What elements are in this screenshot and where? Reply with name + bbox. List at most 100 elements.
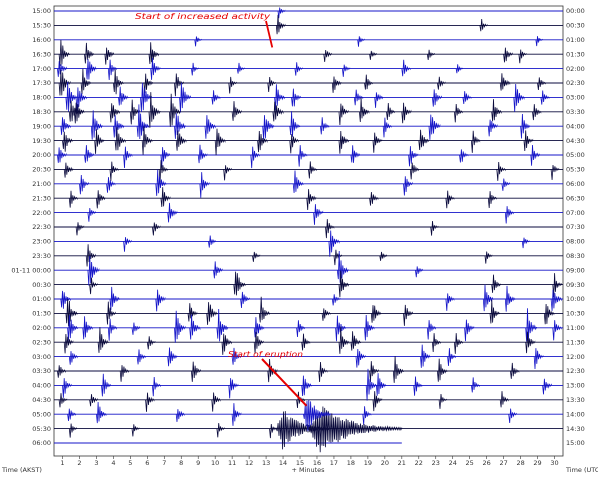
row-label-right: 05:00 [566,151,585,159]
x-tick-label: 14 [279,459,287,467]
seismic-event [101,373,111,397]
seismic-event [231,347,241,365]
seismic-event [250,146,260,169]
annotation-increased-activity: Start of increased activity [135,12,270,21]
seismic-event [79,174,89,195]
seismic-event [455,64,463,74]
seismic-event [231,403,242,426]
time-row-labels: 15:00 15:30 16:00 16:30 17:00 17:30 18:00 18:30… [11,7,584,447]
seismic-event [464,319,475,342]
row-label-left: 18:00 [32,94,51,102]
seismic-event [174,73,184,97]
seismic-event [90,110,103,140]
row-label-left: 19:00 [32,122,51,130]
row-label-left: 06:00 [32,439,51,447]
seismic-event [275,14,286,35]
seismic-event [520,113,531,139]
seismic-event [74,102,85,124]
row-label-right: 02:30 [566,79,585,87]
seismic-event [471,377,480,393]
row-label-left: 04:30 [32,396,51,404]
seismic-event [523,130,534,152]
row-label-left: 01-11 00:00 [11,266,51,274]
x-tick-label: 9 [196,459,200,467]
seismic-event [204,115,216,139]
seismic-event [221,333,232,355]
seismic-event [114,126,126,151]
seismic-event [320,117,330,135]
seismic-event [542,378,552,395]
seismic-event [136,349,146,365]
seismic-event [432,89,442,107]
seismic-event [313,204,324,225]
seismic-event [228,76,237,94]
row-label-right: 01:00 [566,36,585,44]
row-label-left: 01:00 [32,295,51,303]
row-label-left: 19:30 [32,137,51,145]
x-tick-label: 16 [313,459,321,467]
row-label-left: 04:00 [32,382,51,390]
row-label-left: 05:30 [32,425,51,433]
seismic-event [211,392,221,412]
seismic-event [253,317,265,338]
row-label-left: 05:00 [32,410,51,418]
seismic-event [409,162,419,180]
seismic-event [365,368,377,401]
x-tick-label: 1 [60,459,64,467]
seismic-event [106,301,116,325]
row-label-right: 11:00 [566,324,585,332]
row-label-right: 06:30 [566,194,585,202]
seismic-event [96,190,106,209]
seismic-event [179,82,191,113]
seismic-event [58,39,70,66]
seismic-event [372,132,383,153]
seismic-event [323,49,332,62]
seismic-event [306,189,317,211]
seismic-event [372,391,383,412]
row-label-right: 09:00 [566,266,585,274]
row-label-right: 08:00 [566,238,585,246]
seismic-event [213,261,223,279]
seismic-event [253,331,264,354]
row-label-left: 18:30 [32,108,51,116]
row-label-left: 01:30 [32,310,51,318]
row-label-right: 14:00 [566,410,585,418]
seismic-event [141,126,153,155]
seismic-event [58,393,68,408]
x-tick-label: 28 [516,459,524,467]
seismic-event [211,90,221,105]
seismic-event [552,273,562,298]
annotation-eruption: Start of eruption [228,350,303,359]
seismic-event [175,409,185,422]
seismic-event [496,161,506,181]
seismic-event [454,333,463,354]
row-label-left: 02:00 [32,324,51,332]
x-tick-label: 21 [398,459,406,467]
row-label-right: 13:00 [566,382,585,390]
seismic-event [521,237,530,249]
seismic-event [499,391,509,408]
seismic-event [445,293,455,311]
seismic-event [426,320,436,340]
seismic-event [301,333,311,351]
seismic-event [525,308,537,342]
seismic-event [214,128,226,156]
seismic-event [350,331,361,351]
seismic-event [252,251,261,262]
seismic-event [301,375,312,397]
seismic-event [118,86,129,106]
seismic-event [123,146,133,169]
seismic-event [403,304,413,326]
seismic-event [96,401,107,424]
seismic-event [84,42,94,64]
x-tick-label: 4 [111,459,115,467]
seismic-event [333,249,342,266]
annotation-arrow [261,358,308,407]
row-label-left: 17:00 [32,65,51,73]
seismic-event [374,92,383,108]
seismic-event [438,393,447,409]
seismic-event [364,314,375,341]
minute-ticks: 1 2 3 4 5 6 7 8 9 10 11 12 13 14 15 16 17 18 19 20 21 22 23 24 2… [60,456,559,467]
seismic-event [208,235,216,248]
annotations: Start of increased activity Start of erup… [135,12,308,407]
